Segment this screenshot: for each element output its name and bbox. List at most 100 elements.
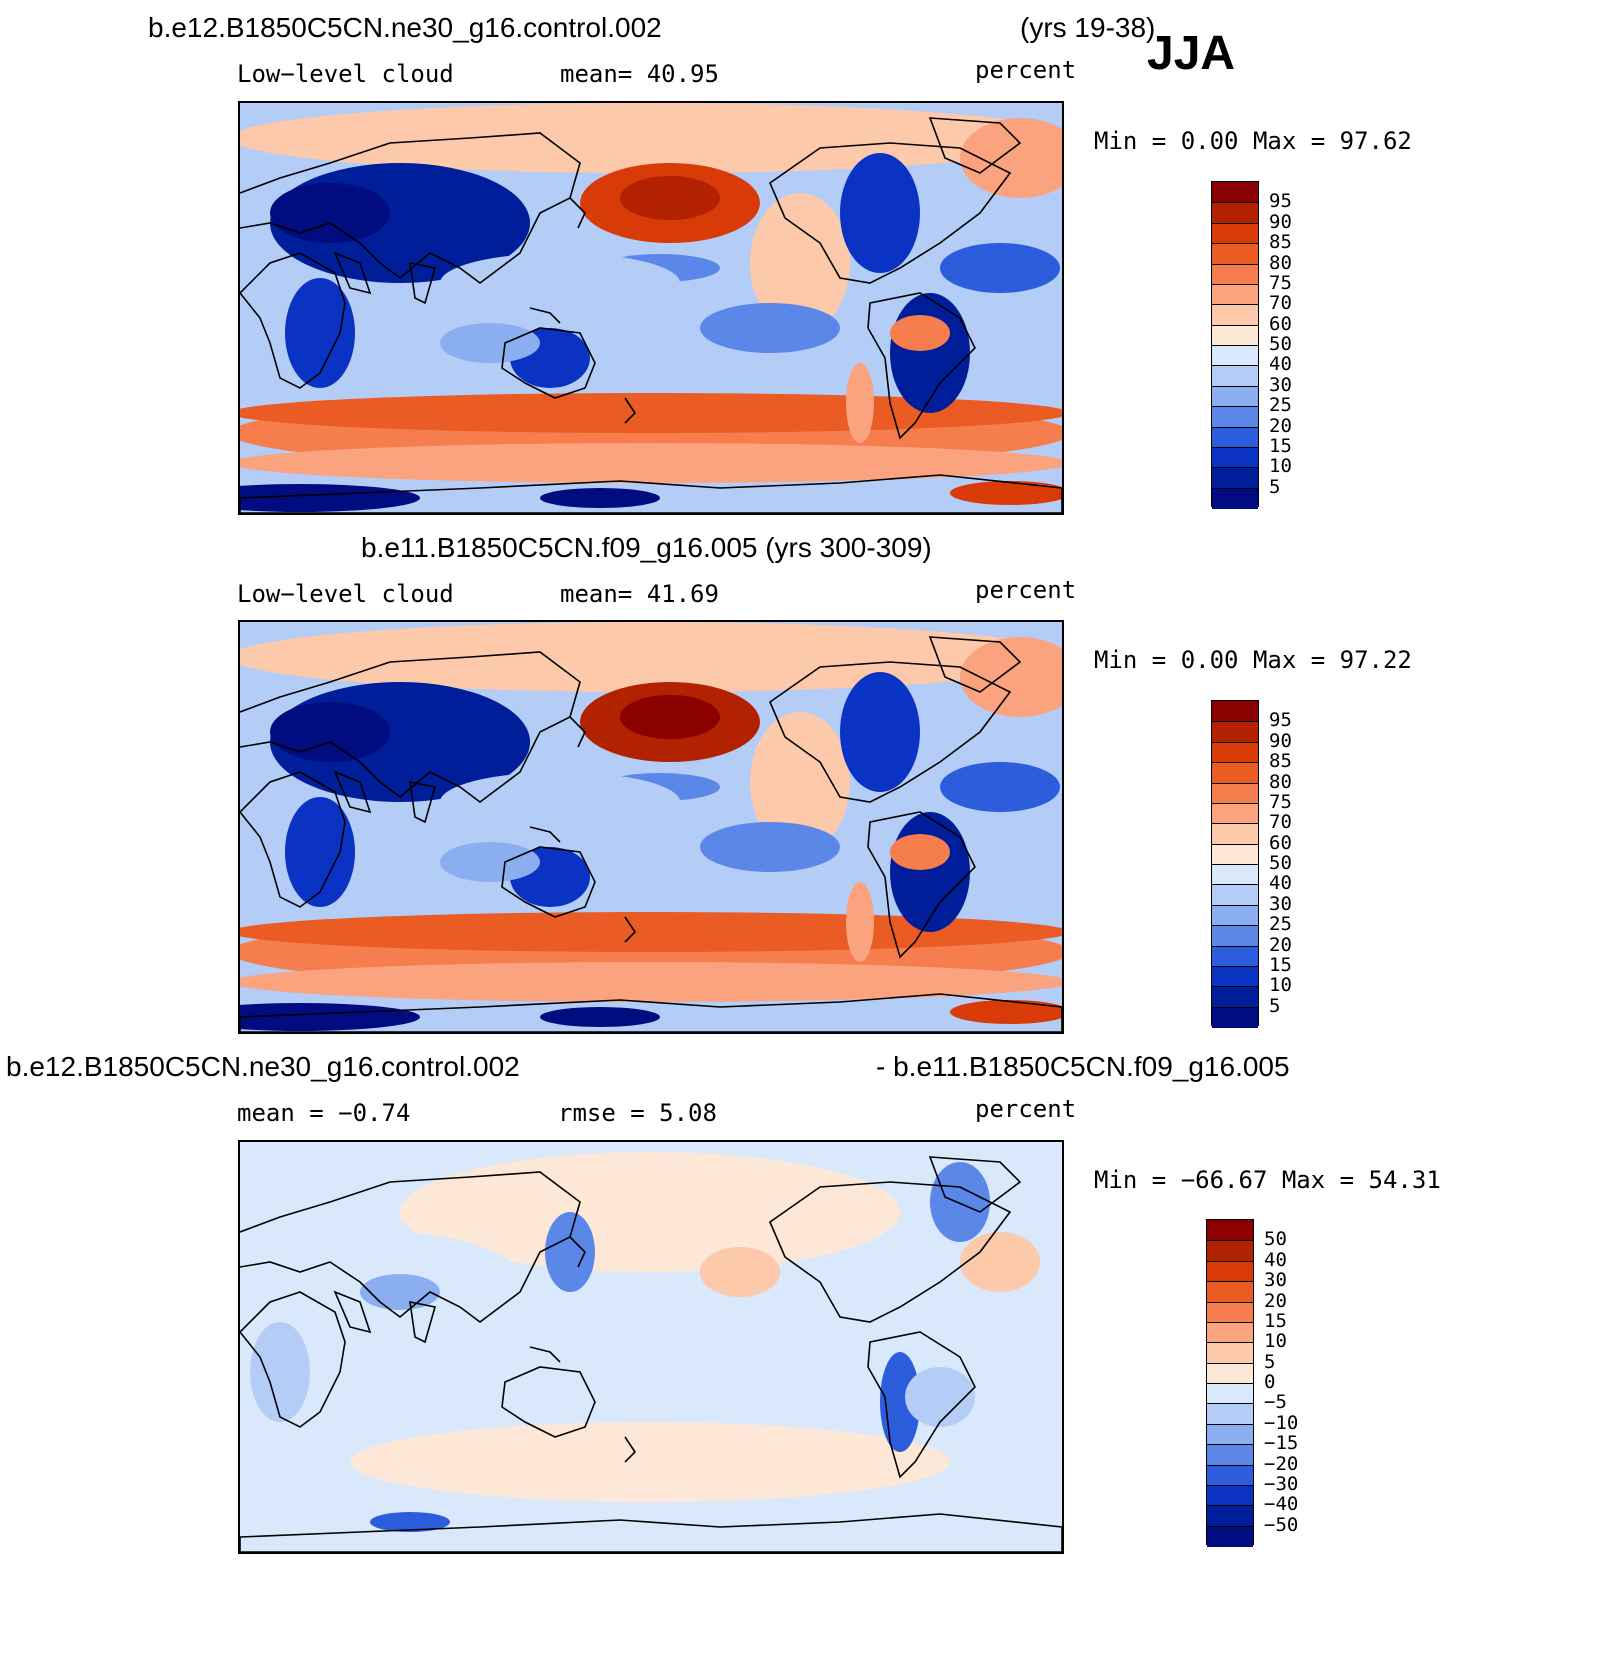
field-contour bbox=[950, 1000, 1062, 1024]
colorbar-tick-label: 50 bbox=[1269, 333, 1292, 355]
field-contour bbox=[890, 834, 950, 870]
field-contour bbox=[930, 1162, 990, 1242]
coastline bbox=[333, 770, 372, 814]
coastlines bbox=[240, 636, 1062, 1032]
colorbar-tick-label: 25 bbox=[1269, 913, 1292, 936]
colorbar-tick-label: 40 bbox=[1269, 353, 1292, 376]
colorbar-tick-label: 10 bbox=[1269, 455, 1292, 478]
coastline bbox=[333, 251, 372, 295]
field-contour bbox=[250, 1517, 1050, 1552]
colorbar-swatch bbox=[1212, 762, 1258, 784]
colorbar-swatch bbox=[1212, 283, 1258, 306]
colorbar-tick-label: 20 bbox=[1264, 1289, 1287, 1312]
field-contour bbox=[270, 183, 390, 243]
colorbar-tick-label: 75 bbox=[1269, 271, 1292, 294]
coastline bbox=[409, 261, 437, 305]
panel3-rmse-label: rmse = 5.08 bbox=[558, 1099, 717, 1127]
panel2-units-label: percent bbox=[975, 576, 1077, 604]
field-contour bbox=[840, 153, 920, 273]
coastline bbox=[333, 1290, 372, 1334]
colorbar-tick-label: 60 bbox=[1269, 312, 1292, 335]
colorbar-tick-label: 95 bbox=[1269, 709, 1292, 732]
colorbar-swatch bbox=[1207, 1484, 1253, 1507]
coastline bbox=[240, 1291, 346, 1428]
colorbar-swatch bbox=[1207, 1403, 1253, 1425]
colorbar-swatch bbox=[1212, 945, 1258, 967]
colorbar-swatch bbox=[1207, 1301, 1253, 1323]
field-contour bbox=[370, 1512, 450, 1532]
field-contour bbox=[270, 702, 390, 762]
panel1-map bbox=[238, 101, 1064, 515]
field-contour bbox=[750, 193, 850, 333]
coastline bbox=[624, 916, 637, 943]
coastline bbox=[240, 474, 1062, 513]
panel3-title-right: - b.e11.B1850C5CN.f09_g16.005 bbox=[876, 1051, 1290, 1082]
colorbar-swatch bbox=[1212, 782, 1258, 804]
colorbar-tick-label: 0 bbox=[1264, 1371, 1276, 1393]
field-contour bbox=[890, 293, 970, 413]
colorbar-tick-label: 70 bbox=[1269, 811, 1292, 834]
panel3-map bbox=[238, 1140, 1064, 1554]
panel3-mean-label: mean = −0.74 bbox=[237, 1099, 411, 1127]
field-contour bbox=[960, 1232, 1040, 1292]
coastline bbox=[501, 327, 596, 399]
field-contour bbox=[846, 363, 874, 443]
colorbar-swatch bbox=[1212, 324, 1258, 346]
field-contour bbox=[846, 882, 874, 962]
colorbar-swatch bbox=[1212, 884, 1258, 906]
colorbar-tick-label: −20 bbox=[1264, 1452, 1299, 1475]
coastline bbox=[769, 1181, 1012, 1323]
field-contour bbox=[750, 712, 850, 852]
years-label: (yrs 19-38) bbox=[1020, 12, 1156, 43]
field-contour bbox=[960, 637, 1062, 717]
field-contour bbox=[620, 176, 720, 220]
colorbar-swatch bbox=[1207, 1362, 1253, 1384]
colorbar-tick-label: −15 bbox=[1264, 1432, 1299, 1455]
panel2-variable-label: Low−level cloud bbox=[237, 580, 454, 608]
colorbar-tick-label: 40 bbox=[1269, 872, 1292, 895]
colorbar-tick-label: 25 bbox=[1269, 394, 1292, 417]
colorbar-swatch bbox=[1207, 1383, 1253, 1405]
field-contour bbox=[240, 443, 1062, 483]
panel2-mean-label: mean= 41.69 bbox=[560, 580, 719, 608]
coastline bbox=[569, 716, 586, 748]
colorbar-tick-label: 5 bbox=[1269, 475, 1281, 498]
colorbar-tick-label: −10 bbox=[1264, 1411, 1299, 1434]
coastline bbox=[501, 1366, 596, 1438]
panel3-title-left: b.e12.B1850C5CN.ne30_g16.control.002 bbox=[6, 1051, 520, 1082]
colorbar-swatch bbox=[1212, 365, 1258, 387]
colorbar-swatch bbox=[1212, 467, 1258, 489]
colorbar-tick-label: 85 bbox=[1269, 750, 1292, 773]
colorbar-tick-label: 50 bbox=[1264, 1228, 1287, 1251]
panel2-minmax-label: Min = 0.00 Max = 97.22 bbox=[1094, 646, 1412, 674]
coastline bbox=[569, 1236, 586, 1268]
coastlines bbox=[240, 1156, 1062, 1552]
colorbar-swatch bbox=[1207, 1444, 1253, 1466]
panel2-map bbox=[238, 620, 1064, 1034]
field-contour bbox=[940, 243, 1060, 293]
panel1-mean-label: mean= 40.95 bbox=[560, 60, 719, 88]
coastline bbox=[240, 252, 346, 389]
coastline bbox=[928, 636, 1022, 693]
field-contour bbox=[890, 315, 950, 351]
colorbar-tick-label: 60 bbox=[1269, 831, 1292, 854]
coastline bbox=[240, 1171, 581, 1323]
coastline bbox=[928, 1156, 1022, 1213]
field-contour bbox=[360, 1274, 440, 1310]
colorbar-swatch bbox=[1212, 741, 1258, 764]
colorbar-swatch bbox=[1212, 986, 1258, 1008]
panel1-units-label: percent bbox=[975, 56, 1077, 84]
panel3-units-label: percent bbox=[975, 1095, 1077, 1123]
colorbar-tick-label: 20 bbox=[1269, 414, 1292, 437]
colorbar-swatch bbox=[1212, 802, 1258, 825]
colorbar-swatch bbox=[1207, 1464, 1253, 1486]
colorbar-swatch bbox=[1212, 721, 1258, 743]
coastline bbox=[529, 307, 561, 324]
field-contour bbox=[620, 695, 720, 739]
colorbar-tick-label: 30 bbox=[1264, 1269, 1287, 1292]
field-contour bbox=[700, 1247, 780, 1297]
coastline bbox=[529, 826, 561, 843]
colorbar-tick-label: 90 bbox=[1269, 729, 1292, 752]
colorbar-swatch bbox=[1207, 1321, 1253, 1344]
coastline bbox=[240, 1513, 1062, 1552]
